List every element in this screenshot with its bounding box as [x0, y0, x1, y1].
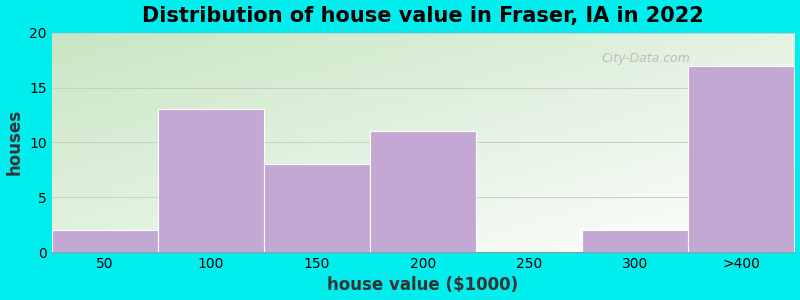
Text: City-Data.com: City-Data.com [602, 52, 690, 65]
Bar [51, 230, 158, 252]
X-axis label: house value ($1000): house value ($1000) [327, 276, 518, 294]
Y-axis label: houses: houses [6, 109, 23, 176]
Bar [688, 66, 794, 252]
Bar [582, 230, 688, 252]
Bar [370, 131, 476, 252]
Bar [264, 164, 370, 252]
Title: Distribution of house value in Fraser, IA in 2022: Distribution of house value in Fraser, I… [142, 6, 704, 26]
Bar [158, 110, 264, 252]
